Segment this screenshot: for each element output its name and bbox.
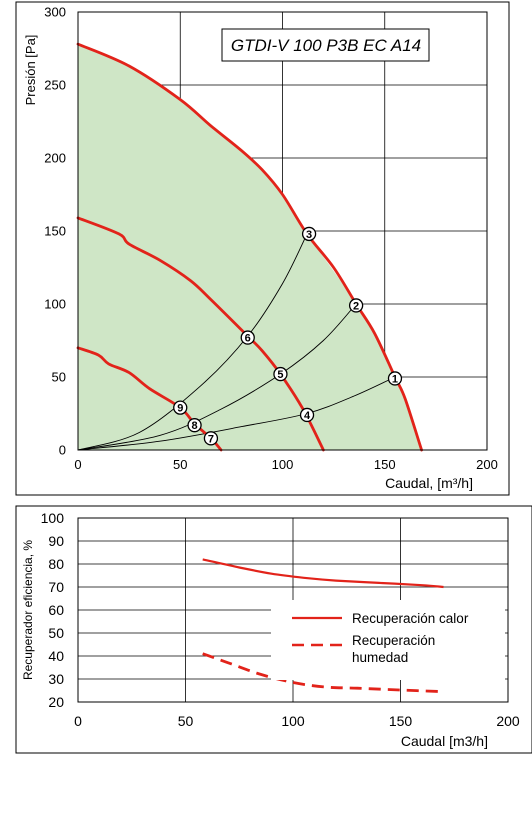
marker-circle <box>173 400 188 415</box>
efficiency-y-tick-label: 30 <box>48 671 64 687</box>
efficiency-y-tick-label: 50 <box>48 625 64 641</box>
pressure-x-tick-label: 150 <box>374 457 396 472</box>
humidity-recovery-line <box>202 652 444 693</box>
marker-label: 1 <box>392 373 398 385</box>
operating-point-marker: 2 <box>348 298 364 313</box>
operating-point-marker: 3 <box>301 226 317 242</box>
pressure-chart-xlabel: Caudal, [m³/h] <box>385 475 473 491</box>
pressure-chart-plot-border <box>77 11 488 451</box>
marker-label: 2 <box>353 300 359 312</box>
fan-curve-2 <box>76 216 325 452</box>
marker-label: 9 <box>177 403 183 415</box>
pressure-x-tick-label: 200 <box>476 457 498 472</box>
legend-box <box>271 600 505 680</box>
pressure-y-tick-label: 100 <box>44 297 66 312</box>
pressure-chart-frame <box>15 1 510 496</box>
pressure-y-tick-label: 50 <box>52 370 66 385</box>
marker-circle <box>301 226 317 242</box>
marker-circle <box>273 366 288 382</box>
marker-label: 7 <box>208 433 214 445</box>
operating-point-marker: 7 <box>203 431 219 446</box>
system-curve-1 <box>77 233 308 451</box>
marker-circle <box>387 371 403 386</box>
operating-point-marker: 8 <box>187 418 202 433</box>
marker-circle <box>187 418 202 433</box>
efficiency-x-tick-label: 50 <box>178 713 194 729</box>
legend-label-heat: Recuperación calor <box>352 611 469 626</box>
efficiency-y-tick-label: 80 <box>48 556 64 572</box>
pressure-y-tick-label: 250 <box>44 78 66 93</box>
operating-point-markers: 1 2 3 4 5 6 789 <box>173 226 403 446</box>
marker-label: 8 <box>192 420 198 432</box>
system-curve-2 <box>77 303 357 451</box>
efficiency-curves <box>202 558 444 693</box>
marker-circle <box>203 431 219 446</box>
pressure-chart: 0 50 100 150 200 0 50 100 150 200 250 300 1 2 3 4 5 6 789… <box>15 1 510 496</box>
efficiency-chart: 0 50 100 150 200 20 30 40 50 60 70 80 90 100 Recupera… <box>15 505 532 754</box>
operating-point-marker: 5 <box>273 366 288 382</box>
efficiency-chart-frame <box>15 505 532 754</box>
pressure-chart-ylabel: Presión [Pa] <box>23 35 38 106</box>
pressure-y-tick-label: 0 <box>59 443 66 458</box>
efficiency-y-tick-label: 60 <box>48 602 64 618</box>
chart-title: GTDI-V 100 P3B EC A14 <box>231 36 421 55</box>
chart-title-box <box>221 28 430 62</box>
efficiency-x-tick-label: 100 <box>281 713 305 729</box>
pressure-y-tick-label: 200 <box>44 151 66 166</box>
efficiency-chart-plot-border <box>77 517 509 703</box>
heat-recovery-line <box>202 558 444 589</box>
legend-label-humidity-line2: humedad <box>352 650 408 665</box>
pressure-y-tick-label: 300 <box>44 5 66 20</box>
efficiency-x-tick-label: 150 <box>389 713 413 729</box>
efficiency-x-tick-label: 0 <box>74 713 82 729</box>
efficiency-chart-xlabel: Caudal [m3/h] <box>401 733 488 749</box>
marker-circle <box>348 298 364 313</box>
marker-label: 6 <box>245 333 251 345</box>
system-curves <box>77 233 396 451</box>
pressure-chart-ticks: 0 50 100 150 200 0 50 100 150 200 250 300 <box>44 5 498 473</box>
pressure-x-tick-label: 0 <box>74 457 81 472</box>
marker-label: 5 <box>277 369 283 381</box>
pressure-x-tick-label: 50 <box>173 457 187 472</box>
legend: Recuperación calor Recuperación humedad <box>271 600 505 680</box>
efficiency-chart-ticks: 0 50 100 150 200 20 30 40 50 60 70 80 90 100 <box>41 510 520 729</box>
efficiency-chart-ylabel: Recuperador eficiencia, % <box>21 540 35 680</box>
legend-label-humidity: Recuperación humedad <box>352 633 439 665</box>
efficiency-y-tick-label: 20 <box>48 694 64 710</box>
system-curve-3 <box>77 376 396 451</box>
legend-label-humidity-line1: Recuperación <box>352 633 435 648</box>
operating-point-marker: 1 <box>387 371 403 386</box>
pressure-y-tick-label: 150 <box>44 224 66 239</box>
efficiency-y-tick-label: 90 <box>48 533 64 549</box>
marker-label: 3 <box>306 229 312 241</box>
operating-point-marker: 9 <box>173 400 188 415</box>
pressure-x-tick-label: 100 <box>272 457 294 472</box>
efficiency-y-tick-label: 40 <box>48 648 64 664</box>
efficiency-y-tick-label: 100 <box>41 510 65 526</box>
marker-circle <box>299 407 315 423</box>
operating-point-marker: 6 <box>240 330 255 345</box>
operating-area <box>78 44 422 450</box>
efficiency-y-tick-label: 70 <box>48 579 64 595</box>
marker-label: 4 <box>304 410 311 422</box>
operating-point-marker: 4 <box>299 407 315 423</box>
efficiency-x-tick-label: 200 <box>496 713 520 729</box>
marker-circle <box>240 330 255 345</box>
